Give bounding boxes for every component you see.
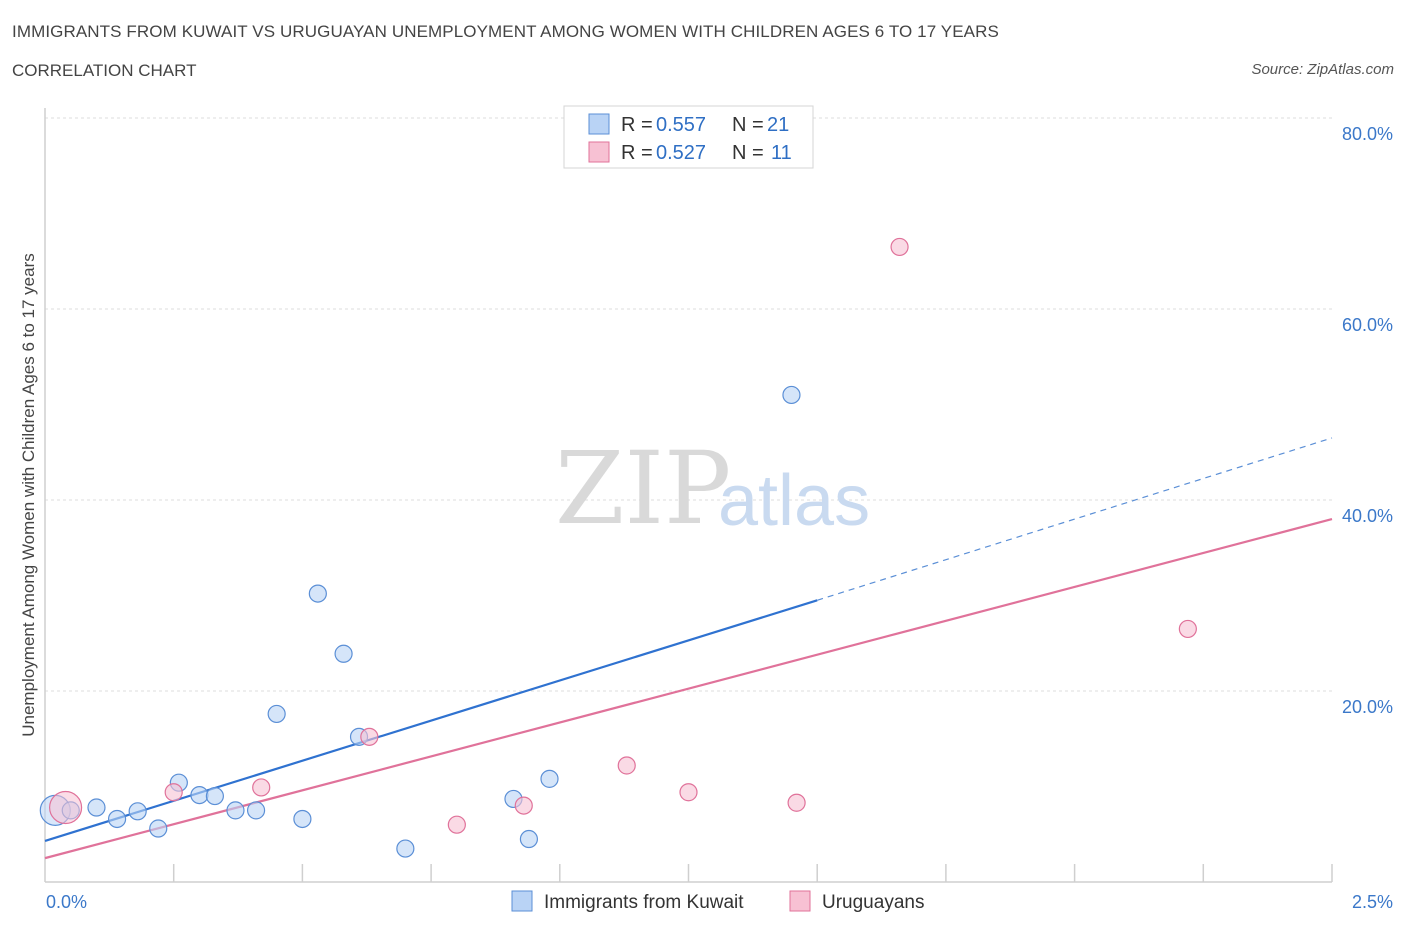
legend-r-label-uruguayans: R =: [621, 142, 653, 164]
source-label: Source: ZipAtlas.com: [1251, 61, 1394, 78]
data-point-kuwait: [190, 785, 209, 805]
data-point-kuwait: [226, 801, 245, 820]
watermark-atlas: atlas: [718, 461, 870, 541]
bottom-legend-swatch-kuwait: [511, 890, 533, 912]
data-point-uruguayans: [252, 778, 271, 797]
trend-line-0: [44, 599, 818, 842]
y-tick-labels: 20.0% 40.0% 60.0% 80.0%: [1342, 124, 1393, 717]
legend-box: R = 0.557 N = 21 R = 0.527 N = 11: [563, 105, 814, 169]
legend-n-value-uruguayans: 11: [771, 142, 792, 164]
data-point-uruguayans: [1178, 619, 1197, 639]
chart-title: IMMIGRANTS FROM KUWAIT VS URUGUAYAN UNEM…: [12, 22, 999, 41]
trend-line-1: [44, 518, 1333, 860]
legend-swatch-kuwait: [588, 113, 610, 135]
bottom-legend-label-uruguayans: Uruguayans: [822, 892, 924, 913]
x-tick-label-max: 2.5%: [1352, 892, 1393, 912]
data-point-kuwait: [396, 839, 415, 858]
data-point-uruguayans: [447, 815, 466, 834]
data-point-kuwait: [308, 584, 327, 603]
grid-lines: [45, 117, 1332, 692]
data-point-uruguayans: [360, 727, 379, 746]
y-tick-label: 60.0%: [1342, 315, 1393, 335]
y-tick-label: 80.0%: [1342, 124, 1393, 144]
data-point-kuwait: [149, 819, 168, 838]
data-point-kuwait: [87, 798, 106, 817]
legend-n-value-kuwait: 21: [767, 114, 789, 136]
data-point-kuwait: [205, 786, 224, 806]
data-point-uruguayans: [514, 796, 533, 815]
watermark-zip: ZIP: [555, 430, 731, 547]
y-tick-label: 20.0%: [1342, 697, 1393, 717]
watermark: ZIP atlas: [555, 430, 870, 547]
data-point-kuwait: [782, 385, 801, 405]
legend-n-label-kuwait: N =: [732, 114, 764, 136]
y-tick-label: 40.0%: [1342, 506, 1393, 526]
chart-subtitle: CORRELATION CHART: [12, 61, 197, 80]
bottom-legend-label-kuwait: Immigrants from Kuwait: [544, 892, 744, 913]
data-point-uruguayans: [48, 790, 83, 825]
data-point-kuwait: [128, 802, 147, 821]
data-point-kuwait: [540, 769, 559, 788]
data-point-uruguayans: [787, 793, 806, 812]
x-tick-label-min: 0.0%: [46, 892, 87, 912]
data-point-kuwait: [107, 809, 127, 829]
x-axis-ticks: [172, 864, 1333, 882]
bottom-legend: Immigrants from Kuwait Uruguayans: [511, 890, 924, 913]
y-axis-label: Unemployment Among Women with Children A…: [19, 253, 38, 737]
legend-n-label-uruguayans: N =: [732, 142, 764, 164]
data-points: [39, 237, 1197, 858]
data-point-kuwait: [246, 801, 266, 820]
data-point-uruguayans: [164, 783, 183, 802]
data-point-kuwait: [519, 829, 539, 849]
legend-r-value-uruguayans: 0.527: [656, 142, 706, 164]
trend-line-extension-0: [817, 437, 1333, 601]
data-point-kuwait: [293, 809, 312, 829]
data-point-uruguayans: [679, 783, 698, 802]
bottom-legend-swatch-uruguayans: [789, 890, 811, 912]
legend-r-value-kuwait: 0.557: [656, 114, 706, 136]
legend-swatch-uruguayans: [588, 141, 610, 163]
data-point-kuwait: [267, 704, 286, 724]
data-point-uruguayans: [617, 756, 636, 775]
data-point-kuwait: [334, 644, 353, 663]
legend-r-label-kuwait: R =: [621, 114, 653, 136]
data-point-uruguayans: [890, 237, 909, 257]
